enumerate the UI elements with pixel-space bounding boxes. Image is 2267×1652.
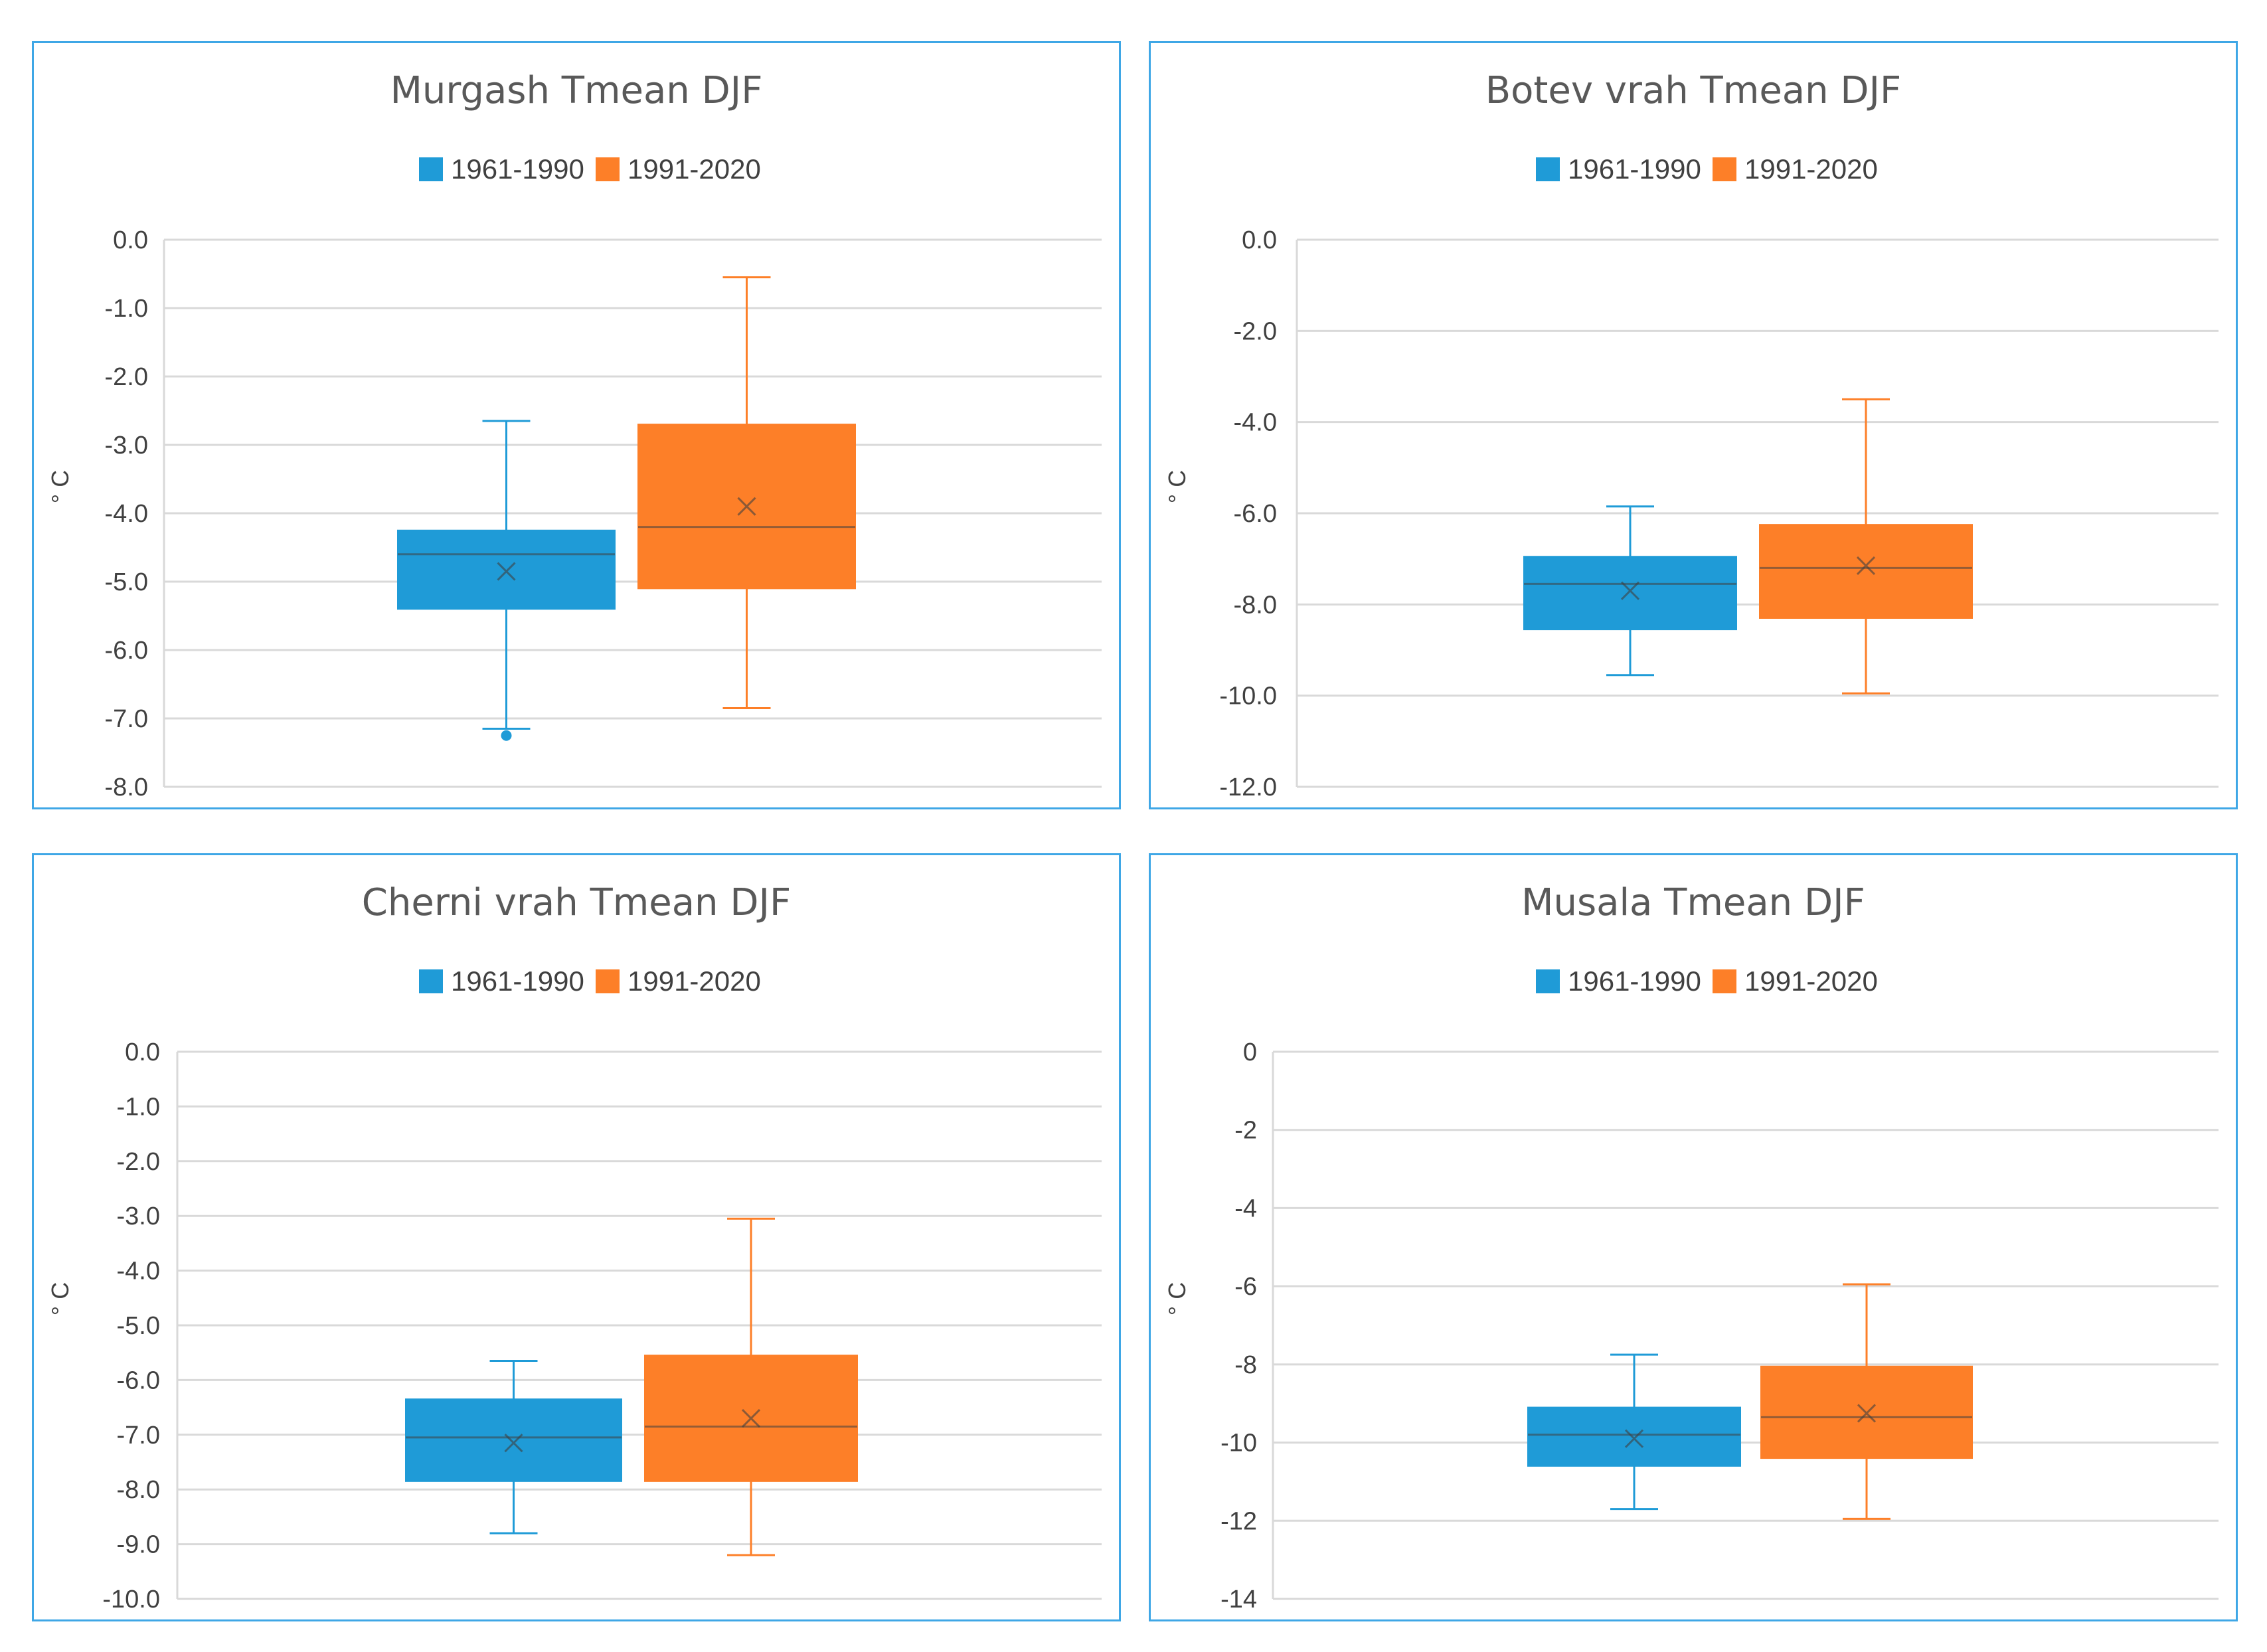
y-tick-label: -8.0: [1234, 591, 1277, 619]
legend-label: 1991-2020: [628, 153, 761, 185]
y-tick-label: -2: [1234, 1117, 1257, 1145]
y-tick-label: -4.0: [105, 500, 148, 528]
box-1961-1990: [1527, 1406, 1741, 1467]
chart-title: Botev vrah Tmean DJF: [1485, 69, 1901, 112]
y-tick-label: 0.0: [113, 226, 148, 254]
mean-marker: [1620, 581, 1640, 600]
chart-panel-musala: Musala Tmean DJF 1961-1990 1991-2020 0 -2 -4 -…: [1149, 853, 2238, 1621]
box-1961-1990: [405, 1398, 622, 1482]
y-tick-label: -1.0: [105, 295, 148, 323]
y-tick-label: -10.0: [1219, 683, 1277, 710]
box-1961-1990: [397, 529, 616, 610]
y-tick-label: -7.0: [117, 1422, 160, 1449]
chart-title: Cherni vrah Tmean DJF: [362, 881, 791, 924]
y-tick-label: -2.0: [105, 363, 148, 391]
legend-swatch: [1713, 969, 1736, 993]
chart-panel-cherni-vrah: Cherni vrah Tmean DJF 1961-1990 1991-2020 0…: [32, 853, 1121, 1621]
y-tick-label: -7.0: [105, 705, 148, 733]
y-tick-label: -5.0: [117, 1312, 160, 1340]
legend-swatch: [596, 969, 620, 993]
y-tick-label: -3.0: [105, 432, 148, 459]
legend-label: 1961-1990: [451, 965, 584, 997]
y-axis-label: ° C: [1163, 470, 1191, 503]
legend-label: 1961-1990: [451, 153, 584, 185]
y-tick-label: -6.0: [117, 1366, 160, 1394]
outlier-point: [501, 730, 512, 741]
mean-marker: [1856, 556, 1876, 576]
chart-title: Musala Tmean DJF: [1521, 881, 1865, 924]
legend-swatch: [419, 157, 443, 181]
y-tick-label: -2.0: [1234, 317, 1277, 345]
chart-svg: Cherni vrah Tmean DJF 1961-1990 1991-2020 0…: [46, 881, 1102, 1613]
y-tick-label: -6: [1234, 1273, 1257, 1301]
y-tick-label: -12.0: [1219, 774, 1277, 801]
legend-swatch: [596, 157, 620, 181]
chart-panel-botev-vrah: Botev vrah Tmean DJF 1961-1990 1991-2020 0.…: [1149, 41, 2238, 809]
legend-swatch: [1713, 157, 1736, 181]
y-axis-label: ° C: [46, 1282, 74, 1315]
y-tick-label: -10.0: [102, 1586, 160, 1613]
legend-label: 1991-2020: [1744, 153, 1878, 185]
y-tick-label: -14: [1220, 1586, 1257, 1613]
legend-label: 1961-1990: [1568, 153, 1701, 185]
y-tick-label: -10: [1220, 1430, 1257, 1457]
y-tick-label: 0: [1243, 1038, 1257, 1066]
chart-svg: Botev vrah Tmean DJF 1961-1990 1991-2020 0.…: [1163, 69, 2219, 801]
chart-panel-murgash: Murgash Tmean DJF 1961-1990 1991-2020 0.0 -1…: [32, 41, 1121, 809]
mean-marker: [504, 1434, 523, 1453]
y-tick-label: -5.0: [105, 568, 148, 596]
y-tick-label: -12: [1220, 1507, 1257, 1535]
y-tick-label: -8.0: [105, 774, 148, 801]
y-tick-label: -6.0: [105, 637, 148, 665]
chart-title: Murgash Tmean DJF: [390, 69, 763, 112]
legend-label: 1961-1990: [1568, 965, 1701, 997]
legend-swatch: [1536, 969, 1560, 993]
y-tick-label: -9.0: [117, 1531, 160, 1559]
y-tick-label: -4.0: [1234, 409, 1277, 437]
y-tick-label: 0.0: [1242, 226, 1277, 254]
y-tick-label: -4: [1234, 1195, 1257, 1222]
y-tick-label: -6.0: [1234, 500, 1277, 528]
y-tick-label: -4.0: [117, 1258, 160, 1285]
y-tick-label: -1.0: [117, 1093, 160, 1121]
y-axis-label: ° C: [1163, 1282, 1191, 1315]
y-tick-label: -3.0: [117, 1202, 160, 1230]
mean-marker: [741, 1409, 761, 1428]
y-tick-label: -8.0: [117, 1476, 160, 1504]
y-tick-label: -2.0: [117, 1148, 160, 1176]
box-1991-2020: [1759, 524, 1973, 619]
mean-marker: [737, 497, 756, 516]
y-tick-label: 0.0: [125, 1038, 160, 1066]
y-tick-label: -8: [1234, 1351, 1257, 1379]
mean-marker: [1624, 1429, 1644, 1448]
legend-label: 1991-2020: [1744, 965, 1878, 997]
legend-swatch: [419, 969, 443, 993]
legend-swatch: [1536, 157, 1560, 181]
box-1961-1990: [1523, 556, 1737, 631]
chart-svg: Murgash Tmean DJF 1961-1990 1991-2020 0.0 -1…: [46, 69, 1102, 801]
mean-marker: [497, 562, 516, 581]
chart-svg: Musala Tmean DJF 1961-1990 1991-2020 0 -2 -4 -…: [1163, 881, 2219, 1613]
y-axis-label: ° C: [46, 470, 74, 503]
mean-marker: [1857, 1404, 1877, 1423]
legend-label: 1991-2020: [628, 965, 761, 997]
